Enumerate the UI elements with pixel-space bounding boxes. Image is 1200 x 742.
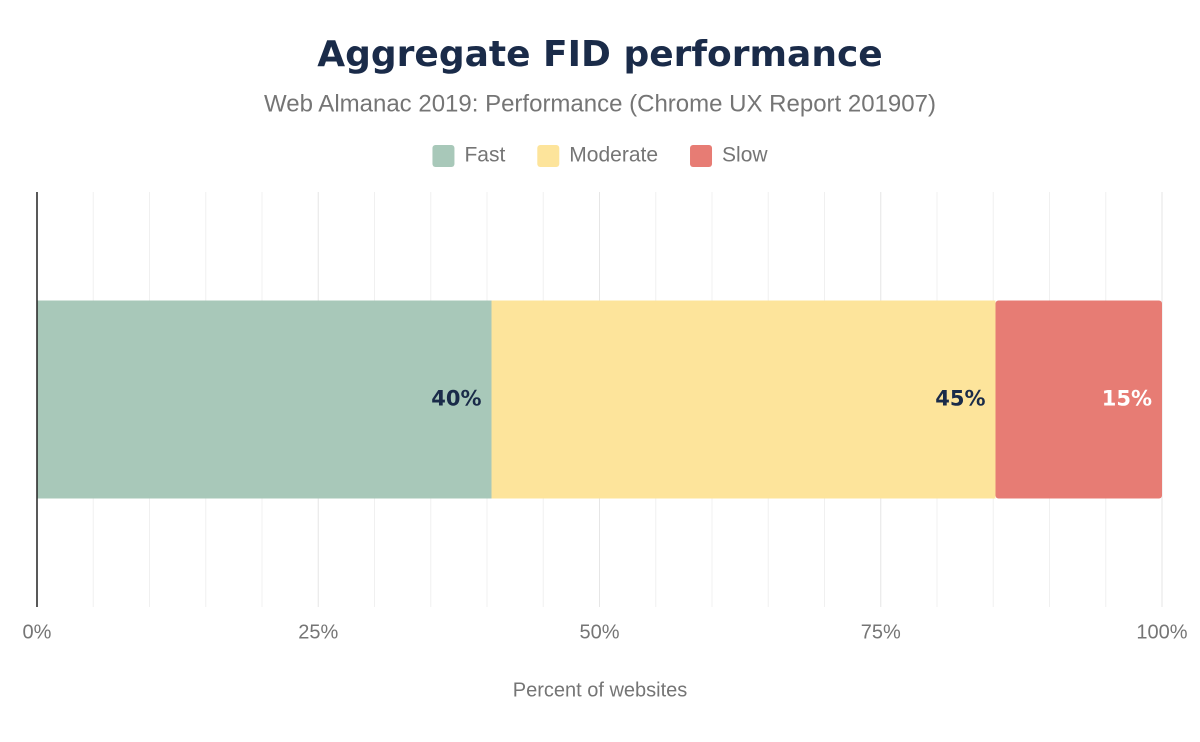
bar-segment xyxy=(491,300,996,499)
bar-segment xyxy=(995,300,1162,499)
legend-swatch xyxy=(537,145,560,167)
x-tick-label: 75% xyxy=(861,621,901,643)
x-axis-label: Percent of websites xyxy=(513,679,688,701)
x-tick-label: 50% xyxy=(579,621,619,643)
chart-subtitle: Web Almanac 2019: Performance (Chrome UX… xyxy=(264,90,936,117)
x-tick-label: 25% xyxy=(298,621,338,643)
legend-label: Slow xyxy=(722,144,768,167)
legend-swatch xyxy=(432,145,455,167)
x-tick-label: 0% xyxy=(23,621,52,643)
value-label: 15% xyxy=(1102,387,1152,411)
bar-segment xyxy=(37,300,492,499)
legend-label: Fast xyxy=(464,144,505,167)
legend-swatch xyxy=(690,145,713,167)
x-tick-label: 100% xyxy=(1136,621,1187,643)
value-label: 45% xyxy=(935,387,985,411)
value-label: 40% xyxy=(431,387,481,411)
chart-title: Aggregate FID performance xyxy=(317,34,882,75)
legend-label: Moderate xyxy=(569,144,658,167)
legend: Fast Moderate Slow xyxy=(432,144,768,167)
